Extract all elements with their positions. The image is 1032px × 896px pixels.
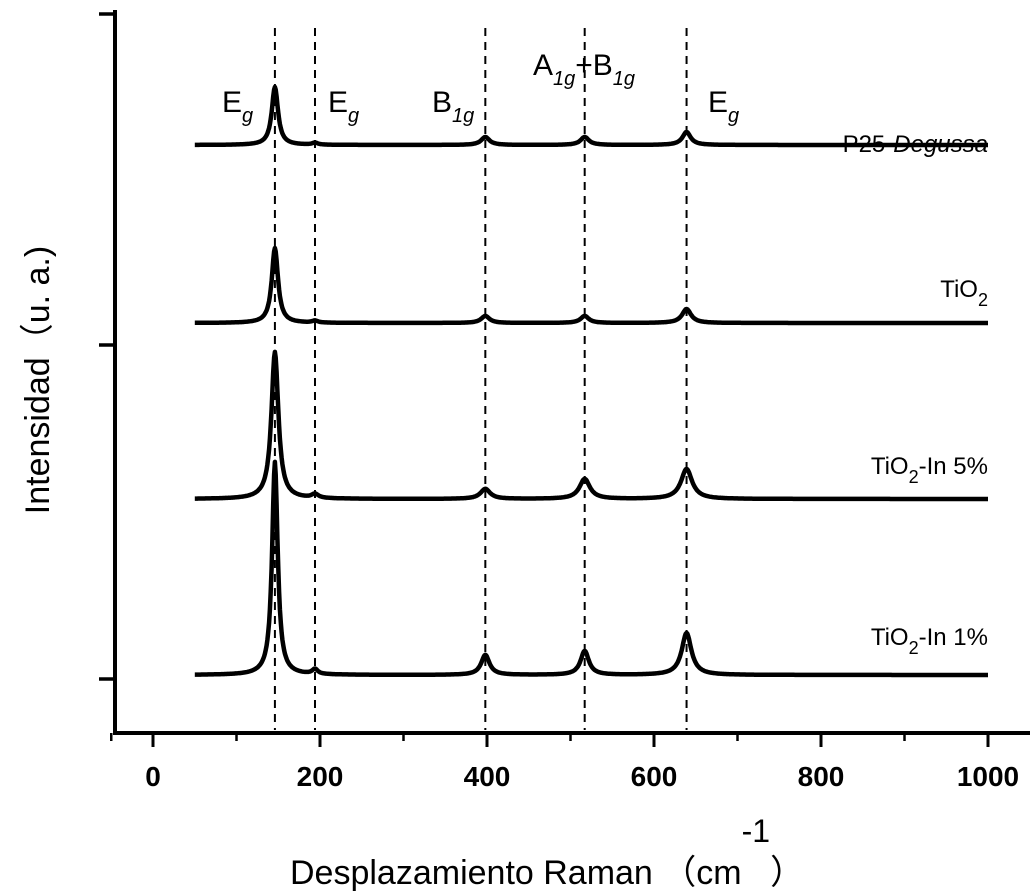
y-axis-title: Intensidad（u. a.): [19, 246, 57, 514]
peak-label: Eg: [222, 86, 253, 127]
spectrum-line: [193, 459, 990, 678]
peak-label: B1g: [432, 86, 474, 127]
x-tick-label: 1000: [957, 761, 1019, 792]
x-tick-label: 200: [297, 761, 344, 792]
x-tick-label: 400: [464, 761, 511, 792]
plot-area: [193, 84, 990, 678]
peak-label: A1g+B1g: [533, 49, 635, 90]
x-tick-label: 800: [798, 761, 845, 792]
x-axis-title-close: ）: [770, 854, 804, 892]
peak-label: Eg: [328, 86, 359, 127]
series-label: TiO2-In 1%: [871, 624, 988, 658]
peak-label: Eg: [708, 86, 739, 127]
x-axis-ticks: 0 200 400 600 800 1000: [110, 733, 1019, 792]
x-axis-title-main: Desplazamiento Raman （cm: [290, 854, 742, 892]
x-axis-title-exponent: -1: [742, 813, 770, 849]
spectrum-line: [193, 84, 990, 148]
y-axis-ticks: [99, 12, 115, 681]
series-labels: P25-Degussa TiO2 TiO2-In 5% TiO2-In 1%: [843, 131, 988, 658]
x-axis-title: Desplazamiento Raman （cm-1）: [290, 813, 804, 892]
spectrum-line: [193, 245, 990, 326]
series-label: P25-Degussa: [843, 131, 988, 158]
peak-labels: Eg Eg B1g A1g+B1g Eg: [222, 49, 739, 127]
x-tick-label: 0: [145, 761, 161, 792]
series-label: TiO2: [940, 276, 988, 310]
spectrum-line: [193, 349, 990, 502]
peak-reference-lines: [273, 28, 688, 730]
x-tick-label: 600: [631, 761, 678, 792]
series-label: TiO2-In 5%: [871, 453, 988, 487]
